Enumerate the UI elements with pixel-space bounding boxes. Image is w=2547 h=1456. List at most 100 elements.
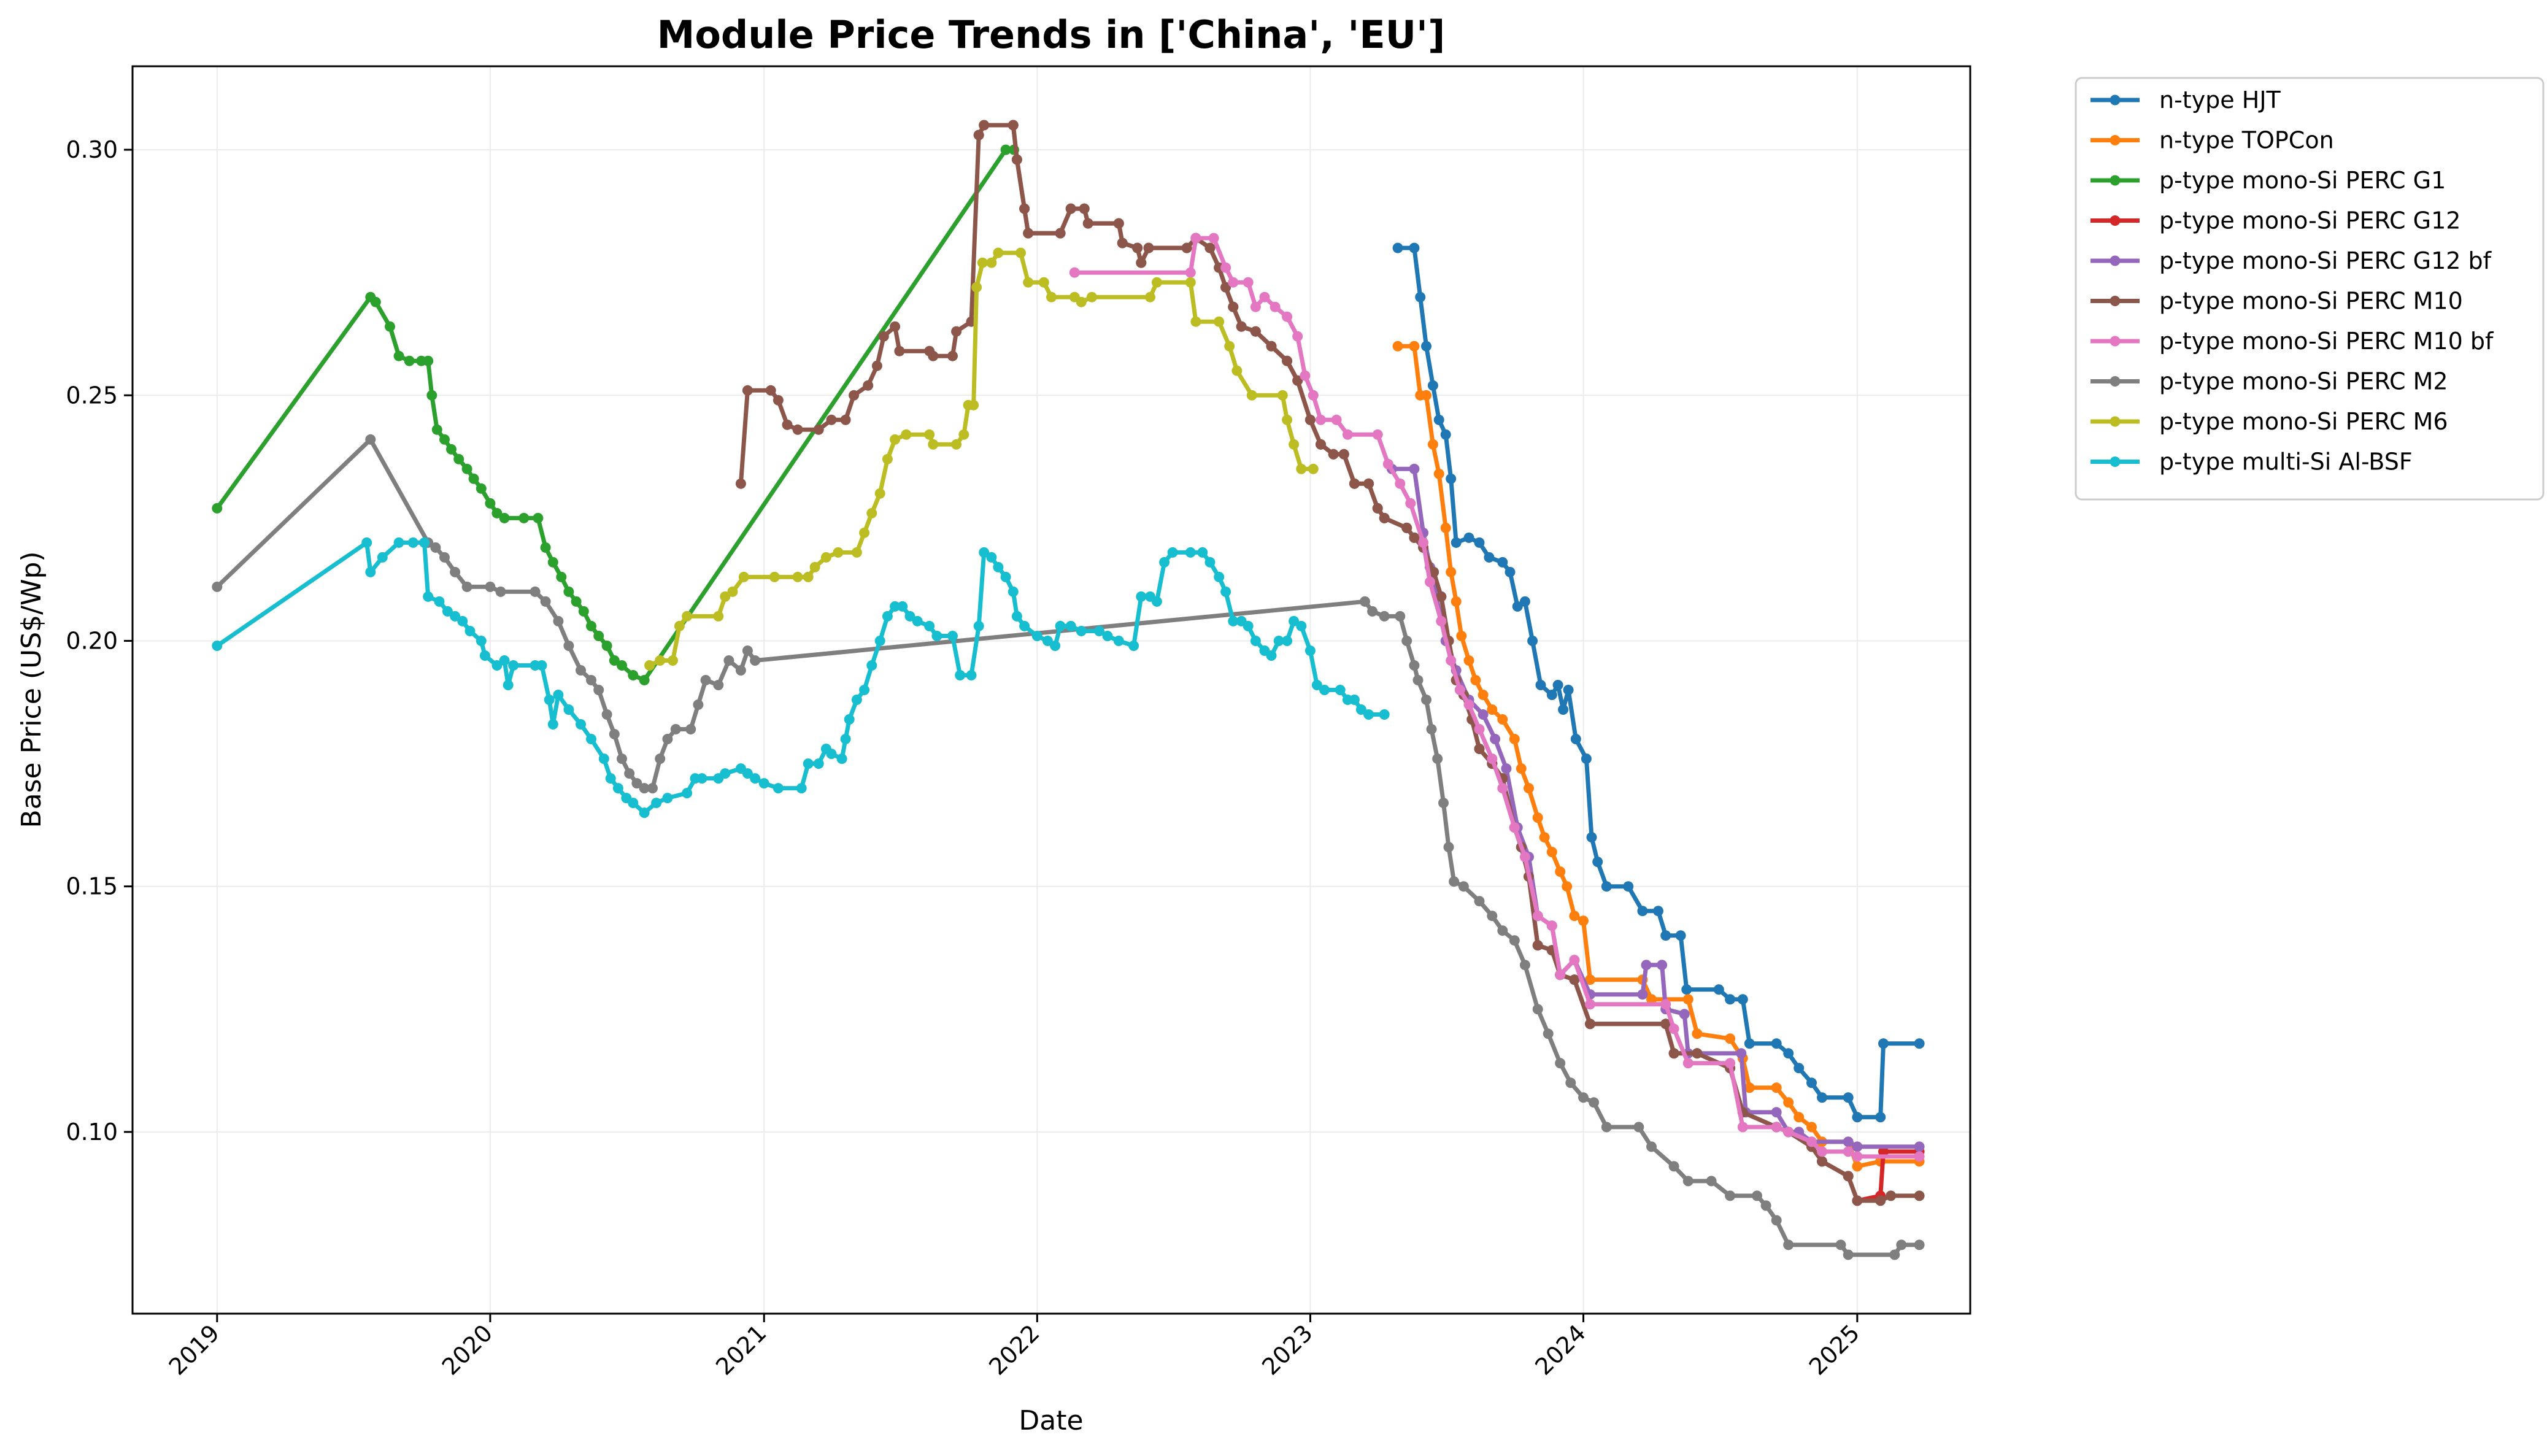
data-point — [1379, 512, 1390, 523]
data-point — [393, 537, 404, 548]
data-point — [1558, 704, 1569, 715]
data-point — [1427, 439, 1438, 450]
data-point — [609, 729, 620, 739]
data-point — [1484, 552, 1495, 563]
data-point — [1706, 1176, 1717, 1187]
data-point — [1440, 522, 1451, 533]
data-point — [370, 296, 381, 307]
data-point — [1042, 636, 1053, 646]
x-tick-label: 2019 — [164, 1319, 225, 1381]
data-point — [1228, 301, 1239, 312]
data-point — [866, 507, 877, 518]
chart-title: Module Price Trends in ['China', 'EU'] — [657, 12, 1446, 57]
data-point — [1392, 242, 1403, 253]
data-point — [1069, 267, 1080, 278]
data-point — [1395, 478, 1406, 489]
data-point — [750, 773, 761, 784]
data-point — [1094, 626, 1104, 636]
data-point — [928, 439, 939, 450]
data-point — [1363, 478, 1374, 489]
data-point — [1019, 203, 1030, 214]
data-point — [1220, 282, 1231, 293]
data-point — [1372, 429, 1383, 440]
data-point — [1409, 660, 1420, 671]
data-point — [1250, 636, 1261, 646]
legend-label: p-type mono-Si PERC M10 bf — [2159, 328, 2494, 355]
data-point — [1914, 1038, 1925, 1049]
data-point — [1532, 911, 1543, 922]
data-point — [547, 719, 558, 730]
data-point — [662, 734, 673, 744]
series-9 — [212, 537, 1390, 819]
data-point — [1011, 611, 1022, 622]
data-point — [1578, 915, 1589, 926]
data-point — [593, 631, 604, 641]
data-point — [773, 395, 784, 406]
data-point — [617, 753, 627, 765]
data-point — [1660, 999, 1671, 1010]
series-4 — [1386, 463, 1925, 1152]
data-point — [1282, 636, 1293, 646]
data-point — [792, 571, 803, 582]
data-point — [713, 680, 724, 690]
data-point — [1277, 390, 1288, 401]
data-point — [882, 611, 893, 622]
data-point — [1752, 1190, 1762, 1201]
data-point — [1679, 1009, 1690, 1020]
plot-area-frame — [131, 65, 1971, 1315]
data-point — [1372, 503, 1383, 514]
legend-label: p-type mono-Si PERC M6 — [2159, 408, 2448, 435]
data-point — [530, 586, 541, 597]
data-point — [563, 641, 574, 651]
data-point — [1304, 414, 1316, 425]
data-point — [1889, 1249, 1900, 1260]
data-point — [809, 561, 820, 572]
data-point — [1569, 955, 1580, 966]
data-point — [655, 655, 666, 666]
data-point — [738, 571, 749, 582]
data-point — [986, 257, 997, 268]
legend-marker — [2110, 94, 2121, 106]
data-point — [491, 660, 503, 671]
data-point — [593, 685, 604, 695]
data-point — [1744, 1038, 1755, 1049]
data-point — [1446, 473, 1457, 484]
series-0 — [1392, 242, 1925, 1123]
data-point — [586, 675, 596, 685]
data-point — [723, 655, 734, 666]
data-point — [1552, 680, 1563, 690]
legend-label: p-type mono-Si PERC M10 — [2159, 288, 2463, 315]
data-point — [803, 571, 814, 582]
data-point — [894, 345, 905, 356]
data-point — [1589, 1097, 1600, 1108]
data-point — [682, 788, 693, 799]
data-point — [1082, 218, 1093, 229]
data-point — [1806, 1077, 1817, 1088]
data-point — [1519, 960, 1530, 971]
data-point — [1102, 631, 1113, 641]
data-point — [1843, 1092, 1854, 1103]
data-point — [518, 512, 530, 523]
data-point — [576, 665, 586, 676]
plot-series — [212, 120, 1925, 1260]
data-point — [1458, 881, 1469, 892]
data-point — [1509, 935, 1520, 946]
data-point — [1236, 321, 1247, 332]
data-point — [874, 636, 885, 646]
legend-item: n-type TOPCon — [2090, 127, 2334, 154]
data-point — [1546, 847, 1557, 858]
data-point — [1360, 596, 1370, 607]
data-point — [1586, 832, 1597, 843]
data-point — [958, 429, 969, 440]
data-point — [1505, 566, 1516, 577]
data-point — [986, 552, 997, 563]
legend-marker — [2110, 416, 2121, 427]
data-point — [955, 670, 966, 680]
data-point — [1136, 591, 1147, 602]
legend-item: p-type mono-Si PERC G12 bf — [2090, 247, 2492, 274]
data-point — [1250, 301, 1261, 312]
data-point — [499, 512, 510, 523]
data-point — [1363, 709, 1374, 720]
data-point — [924, 620, 935, 631]
